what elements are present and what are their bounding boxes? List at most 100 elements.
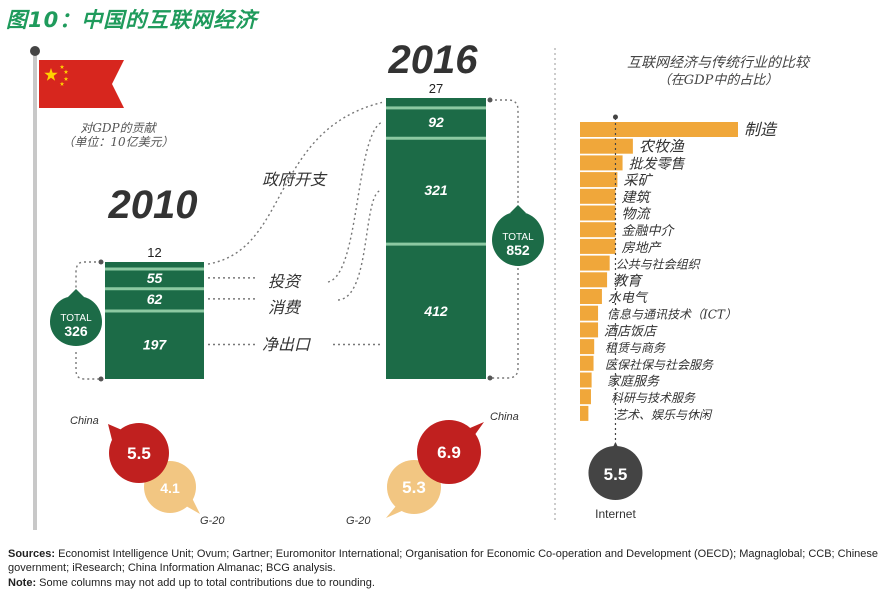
stacked-bar-segment: [386, 98, 486, 107]
industry-label: 租赁与商务: [605, 341, 666, 355]
stacked-bar-segment: [386, 106, 486, 138]
bubble-china-2016: [417, 420, 481, 484]
industry-bar: [580, 205, 616, 221]
segment-value-label: 197: [143, 336, 168, 352]
industry-bar: [580, 389, 591, 405]
segment-divider: [386, 106, 486, 110]
industry-bar: [580, 155, 623, 171]
industry-chart-subtitle: （在GDP中的占比）: [658, 72, 779, 88]
total-label: TOTAL: [60, 313, 92, 324]
bubble-china-2016-tail: [470, 422, 484, 436]
total-value: 326: [64, 323, 88, 339]
segment-divider: [386, 136, 486, 140]
industry-bar: [580, 405, 589, 421]
industry-bar: [580, 272, 608, 288]
industry-label: 采矿: [623, 173, 653, 189]
industry-bar: [580, 172, 618, 188]
segment-value-label: 412: [423, 303, 448, 319]
flag-pole-top: [30, 46, 40, 56]
year-label-2016: 2016: [388, 38, 479, 82]
infographic: 对GDP的贡献（单位：10亿美元） 2010 2016 12 55 62 197 27 92 32…: [30, 38, 811, 530]
stacked-bar-segment: [105, 268, 204, 288]
series-label: 政府开支: [262, 170, 328, 189]
segment-divider: [105, 267, 204, 271]
segment-value-label: 55: [147, 270, 163, 286]
industry-label: 制造: [744, 120, 778, 139]
industry-bar: [580, 122, 738, 137]
note: Note: Some columns may not add up to tot…: [8, 576, 888, 590]
total-bracket: [75, 261, 101, 300]
industry-label: 房地产: [621, 241, 662, 256]
total-value: 852: [506, 242, 530, 258]
industry-label: 信息与通讯技术（ICT）: [607, 308, 737, 322]
bubble-g20-2016-tail: [386, 506, 404, 518]
industry-label: 农牧渔: [639, 138, 685, 156]
bubble-china-2016-value: 6.9: [437, 443, 461, 462]
segment-divider: [105, 287, 204, 291]
industry-bar: [580, 222, 616, 238]
total-bracket: [490, 99, 519, 208]
total-badge-tip: [510, 205, 526, 213]
page-title: 图10：中国的互联网经济: [6, 8, 258, 32]
bubble-china-label: China: [70, 415, 99, 427]
internet-bubble: [588, 446, 643, 500]
industry-bar: [580, 138, 633, 154]
reference-dot: [612, 114, 618, 120]
industry-chart-title: 互联网经济与传统行业的比较: [627, 55, 811, 71]
note-text: Some columns may not add up to total con…: [36, 577, 375, 589]
industry-bar: [580, 255, 610, 271]
stacked-bar-segment: [386, 137, 486, 244]
stacked-bar-segment: [386, 243, 486, 379]
stacked-bar-segment: [105, 287, 204, 310]
flag-caption-line1: 对GDP的贡献: [80, 121, 157, 135]
bubble-g20-2010-tail: [186, 498, 200, 514]
segment-value-label: 12: [147, 245, 161, 260]
segment-value-label: 62: [147, 291, 163, 307]
segment-value-label: 92: [428, 114, 444, 130]
industry-bar: [580, 339, 595, 355]
industry-label: 酒店饭店: [604, 324, 658, 339]
bubble-china-2010-value: 5.5: [127, 444, 151, 463]
sources: Sources: Economist Intelligence Unit; Ov…: [8, 547, 888, 575]
bracket-dot: [487, 97, 493, 103]
connector-consumption-right: [337, 189, 383, 301]
total-label: TOTAL: [502, 232, 534, 243]
flag-big-star-icon: [44, 68, 58, 81]
industry-bar: [580, 188, 616, 204]
connector-investment-right: [327, 121, 383, 283]
total-bracket: [75, 352, 101, 380]
flag-small-star-icon: [63, 69, 69, 74]
industry-bar: [580, 289, 602, 304]
industry-bar: [580, 355, 594, 371]
industry-bar: [580, 372, 592, 388]
industry-bar: [580, 322, 599, 338]
total-bracket: [490, 268, 519, 379]
flag-small-star-icon: [59, 81, 65, 86]
bubble-china-2010: [109, 423, 169, 483]
total-badge: [492, 212, 544, 266]
series-label: 净出口: [262, 335, 311, 354]
internet-label: Internet: [595, 507, 636, 521]
flag-pole: [33, 52, 37, 530]
flag-caption-line2: （单位：10亿美元）: [62, 135, 173, 149]
total-badge-tip: [68, 289, 84, 297]
segment-divider: [105, 309, 204, 313]
bracket-dot: [98, 376, 104, 382]
stacked-bar-segment: [105, 262, 204, 268]
industry-label: 物流: [621, 207, 651, 223]
bracket-dot: [98, 259, 104, 265]
sources-text: Economist Intelligence Unit; Ovum; Gartn…: [8, 548, 879, 574]
sources-label: Sources:: [8, 548, 56, 560]
note-label: Note:: [8, 577, 37, 589]
industry-label: 金融中介: [621, 223, 675, 239]
flag-small-star-icon: [59, 64, 65, 69]
bubble-china-2010-tail: [108, 424, 122, 440]
industry-label: 艺术、娱乐与休闲: [615, 408, 713, 422]
segment-value-label: 321: [424, 182, 448, 198]
bubble-g20-label: G-20: [346, 515, 371, 527]
segment-divider: [386, 242, 486, 246]
total-badge: [50, 296, 102, 346]
series-label: 消费: [268, 298, 302, 317]
industry-label: 公共与社会组织: [616, 258, 702, 272]
series-label: 投资: [268, 272, 302, 291]
